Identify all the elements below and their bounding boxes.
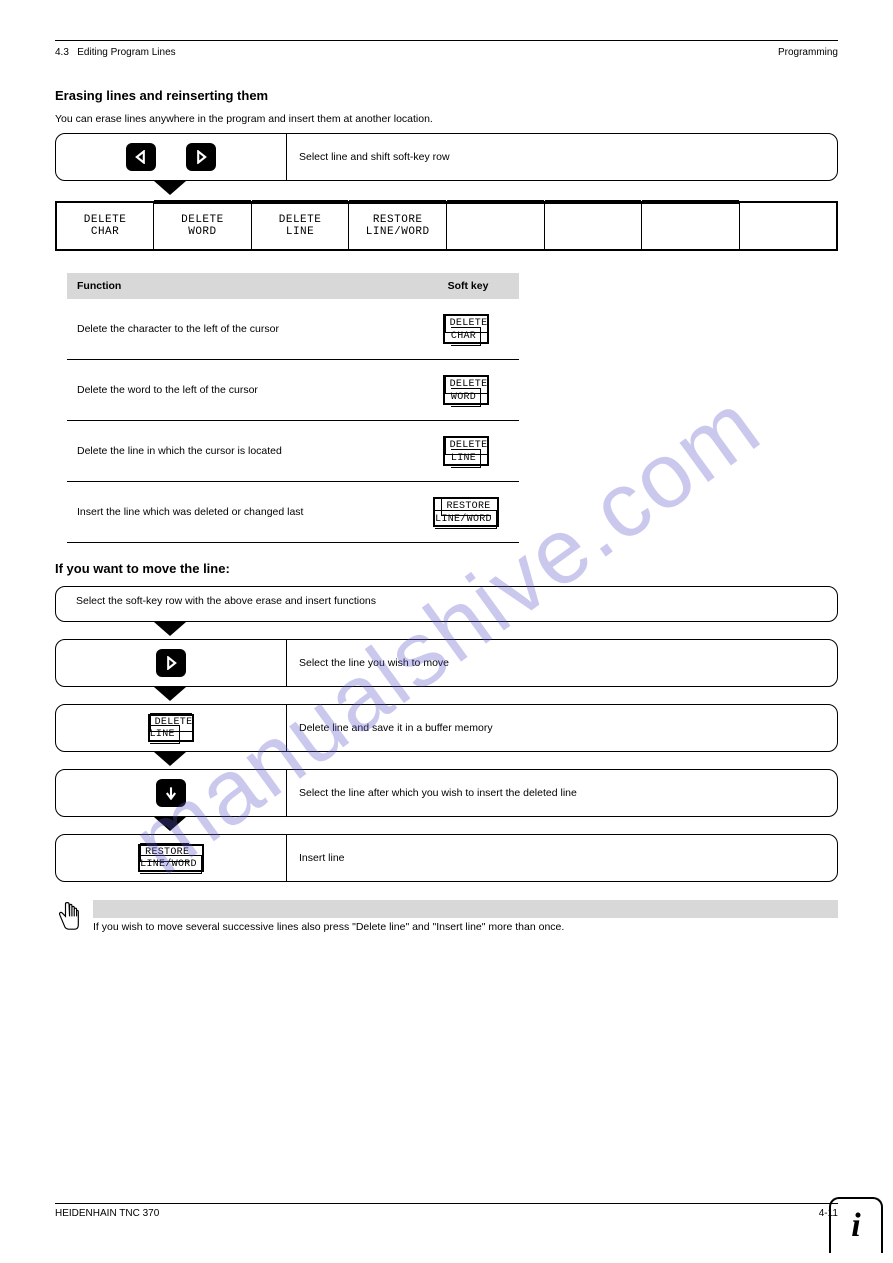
footer-rule [55,1203,838,1204]
step-select-line: Select line and shift soft-key row [55,133,838,181]
heading-erase: Erasing lines and reinserting them [55,88,838,103]
softkey-empty-7 [642,202,740,250]
chip-restore[interactable]: RESTORE LINE/WORD [433,497,499,527]
table-row: Delete the word to the left of the curso… [67,360,519,421]
arrow-down-icon [55,181,285,195]
arrow-left-key[interactable] [126,143,156,171]
softkey-empty-6 [544,202,642,250]
arrow-down-icon [55,817,285,831]
chip-delete-line[interactable]: DELETE LINE [443,436,490,466]
footer-left: HEIDENHAIN TNC 370 [55,1208,159,1219]
step2-1: Select the line you wish to move [55,639,838,687]
step2-2: DELETE LINE Delete line and save it in a… [55,704,838,752]
step1-text: Select line and shift soft-key row [286,134,837,180]
function-table: Function Soft key Delete the character t… [67,273,519,543]
softkey-delete-char[interactable]: DELETE CHAR [56,202,154,250]
step2-2-text: Delete line and save it in a buffer memo… [286,705,837,751]
chip-delete-word[interactable]: DELETE WORD [443,375,490,405]
step2-0: Select the soft-key row with the above e… [55,586,838,622]
intro-text: You can erase lines anywhere in the prog… [55,113,838,125]
hand-icon [55,900,83,930]
arrow-down-icon [55,752,285,766]
heading-move: If you want to move the line: [55,561,838,576]
fn-desc: Delete the line in which the cursor is l… [67,421,413,482]
fn-col-softkey: Soft key [413,273,519,299]
info-icon: i [851,1209,860,1243]
chip-delete-char[interactable]: DELETE CHAR [443,314,490,344]
step2-3-text: Select the line after which you wish to … [286,770,837,816]
table-row: Delete the line in which the cursor is l… [67,421,519,482]
softkey-restore[interactable]: RESTORE LINE/WORD [349,202,447,250]
page-content: 4.3 Editing Program Lines Programming Er… [0,0,893,963]
info-tab: i [829,1197,883,1253]
step2-4: RESTORE LINE/WORD Insert line [55,834,838,882]
fn-desc: Delete the word to the left of the curso… [67,360,413,421]
softkey-row: DELETE CHAR DELETE WORD DELETE LINE REST… [55,201,838,251]
section-ref: 4.3 Editing Program Lines [55,47,176,58]
fn-col-function: Function [67,273,413,299]
arrow-down-icon [55,622,285,636]
fn-desc: Delete the character to the left of the … [67,299,413,360]
chip-restore[interactable]: RESTORE LINE/WORD [138,844,204,872]
step2-1-text: Select the line you wish to move [286,640,837,686]
note: If you wish to move several successive l… [55,900,838,933]
arrow-right-key[interactable] [156,649,186,677]
softkey-empty-8 [739,202,837,250]
table-row: Insert the line which was deleted or cha… [67,482,519,543]
arrow-down-icon [55,687,285,701]
header-rule [55,40,838,41]
note-bar [93,900,838,918]
footer: HEIDENHAIN TNC 370 4-11 [55,1203,838,1219]
arrow-down-key[interactable] [156,779,186,807]
softkey-empty-5 [447,202,545,250]
step2-4-text: Insert line [286,835,837,881]
header: 4.3 Editing Program Lines Programming [55,47,838,58]
breadcrumb: Programming [778,47,838,58]
arrow-right-key[interactable] [186,143,216,171]
table-row: Delete the character to the left of the … [67,299,519,360]
step2-3: Select the line after which you wish to … [55,769,838,817]
chip-delete-line[interactable]: DELETE LINE [148,714,195,742]
fn-desc: Insert the line which was deleted or cha… [67,482,413,543]
note-text: If you wish to move several successive l… [93,921,838,933]
softkey-delete-line[interactable]: DELETE LINE [251,202,349,250]
softkey-delete-word[interactable]: DELETE WORD [154,202,252,250]
